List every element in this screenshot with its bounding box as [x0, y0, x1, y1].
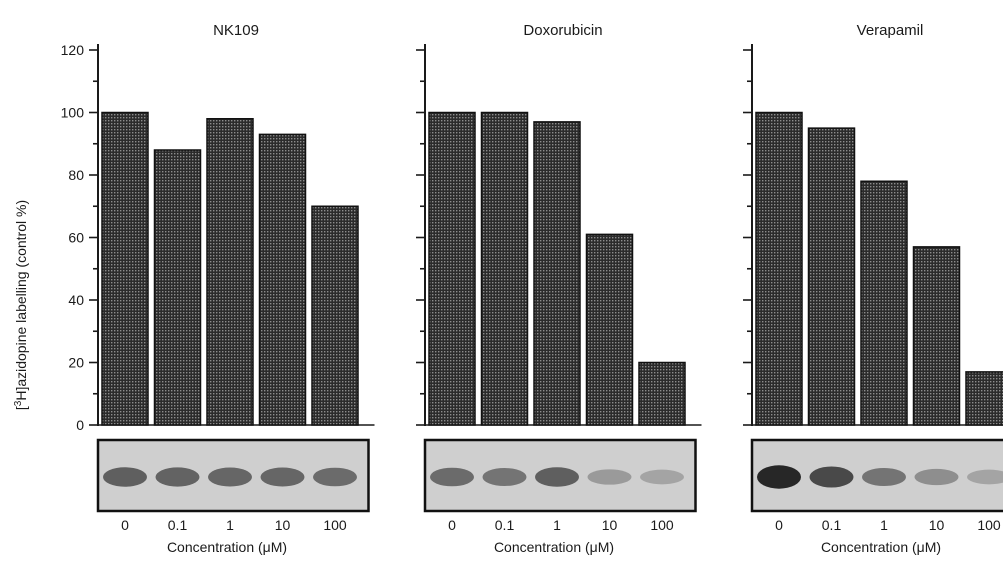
x-tick-label: 10 — [929, 517, 945, 533]
blot-band — [757, 465, 801, 489]
chart-title: Verapamil — [857, 22, 924, 39]
blot-band — [862, 468, 906, 486]
y-tick-label: 100 — [61, 105, 85, 121]
chart-panel-2: Doxorubicin 0 0.1 1 10 100 Concentration (μM) — [416, 22, 702, 555]
blot-band — [587, 469, 632, 485]
blot-band — [260, 467, 305, 487]
x-axis-label: Concentration (μM) — [167, 539, 287, 555]
chart-panel-1: NK109 0 20 40 60 80 100 120 0 0.1 1 10 100 Concentrat… — [61, 22, 375, 555]
x-tick-label: 0 — [775, 517, 783, 533]
blot-band — [914, 468, 959, 486]
x-tick-label: 0.1 — [168, 517, 188, 533]
y-tick-label: 0 — [76, 417, 84, 433]
bar — [258, 133, 307, 426]
x-tick-label: 100 — [650, 517, 674, 533]
blot-band — [313, 467, 357, 487]
blot-band — [482, 468, 527, 486]
bar — [428, 111, 476, 426]
y-tick-label: 60 — [68, 230, 84, 246]
x-tick-label: 100 — [977, 517, 1001, 533]
y-axis-label: [3H]azidopine labelling (control %) — [13, 200, 30, 410]
blot-band — [103, 467, 147, 487]
x-tick-label: 10 — [602, 517, 618, 533]
bar — [860, 180, 908, 426]
chart-title: NK109 — [213, 22, 259, 39]
x-tick-label: 1 — [226, 517, 234, 533]
bar — [153, 149, 202, 426]
x-tick-label: 0 — [448, 517, 456, 533]
chart-title: Doxorubicin — [523, 22, 602, 39]
x-tick-label: 1 — [880, 517, 888, 533]
chart-panel-3: Verapamil 0 0.1 1 10 100 Concentration (μM) — [743, 22, 1003, 555]
x-tick-label: 0.1 — [822, 517, 842, 533]
blot-band — [967, 469, 1003, 485]
bar — [101, 111, 149, 426]
bar — [965, 371, 1003, 426]
bar — [533, 121, 581, 426]
x-tick-label: 100 — [323, 517, 347, 533]
bar — [585, 233, 634, 426]
y-tick-label: 40 — [68, 292, 84, 308]
y-tick-label: 20 — [68, 355, 84, 371]
bar — [638, 361, 686, 426]
blot-band — [535, 467, 579, 487]
bar — [311, 205, 359, 426]
x-axis-label: Concentration (μM) — [494, 539, 614, 555]
x-tick-label: 1 — [553, 517, 561, 533]
blot-band — [208, 467, 252, 487]
x-tick-label: 10 — [275, 517, 291, 533]
y-tick-label: 80 — [68, 167, 84, 183]
bar — [912, 246, 961, 426]
x-tick-label: 0.1 — [495, 517, 515, 533]
bar — [206, 118, 254, 426]
blot-band — [155, 467, 200, 487]
x-axis-label: Concentration (μM) — [821, 539, 941, 555]
blot-band — [640, 469, 684, 485]
blot-band — [430, 467, 474, 487]
bar — [480, 111, 529, 426]
y-tick-label: 120 — [61, 42, 85, 58]
bar — [755, 111, 803, 426]
bar — [807, 127, 856, 426]
blot-band — [809, 466, 854, 488]
x-tick-label: 0 — [121, 517, 129, 533]
